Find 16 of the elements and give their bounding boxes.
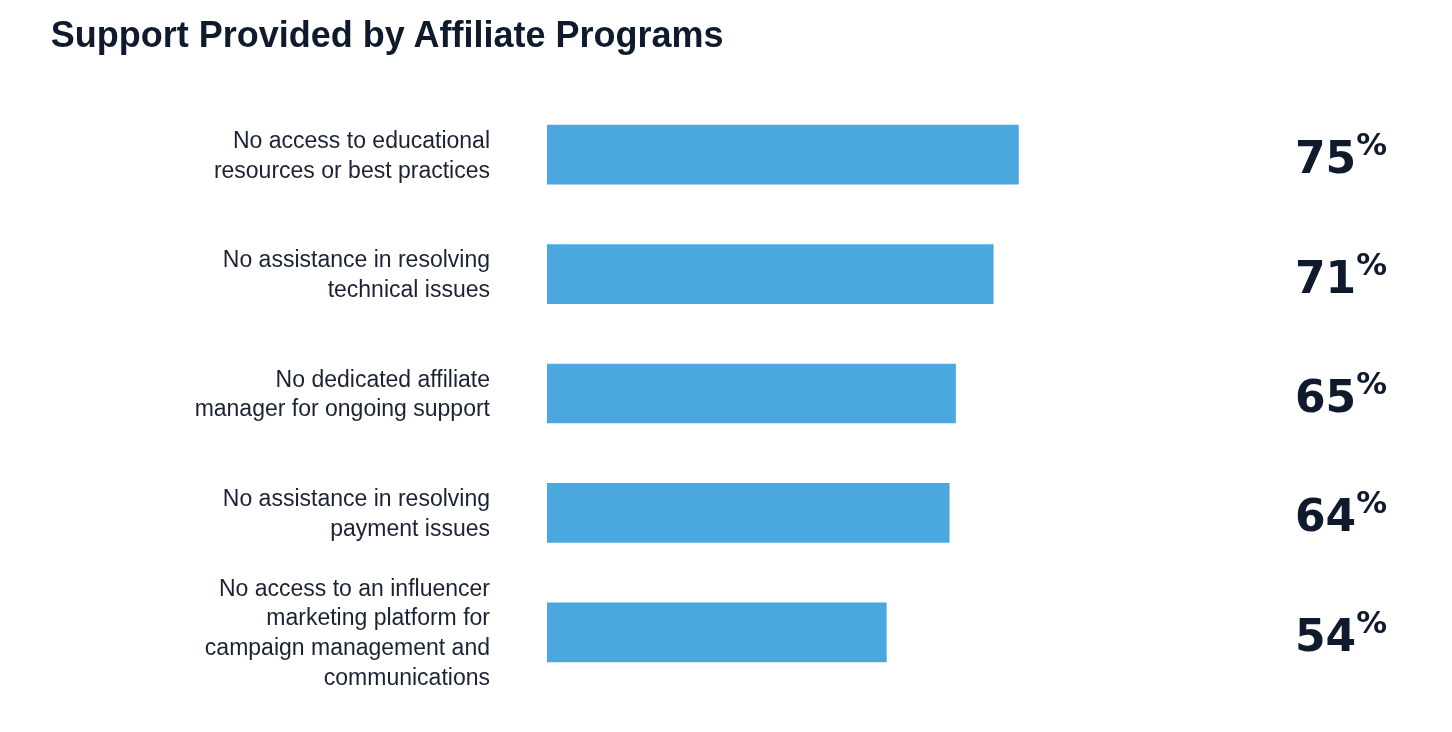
bar	[547, 483, 950, 543]
y-tick-label: No assistance in resolving payment issues	[222, 485, 490, 541]
bar	[547, 602, 887, 663]
y-tick-label: No assistance in resolving technical issues	[222, 246, 490, 303]
data-label: 71$^{%}$	[1295, 246, 1388, 304]
data-label: 65$^{%}$	[1295, 365, 1388, 423]
y-tick-label: No access to an influencer marketing platform for campaign management and communications	[204, 574, 491, 691]
bar	[547, 244, 994, 304]
data-label: 75$^{%}$	[1295, 126, 1388, 184]
y-tick-label: No dedicated affiliate manager for ongoing support	[194, 365, 491, 422]
bar	[547, 363, 956, 424]
bar	[547, 124, 1019, 185]
data-label: 54$^{%}$	[1295, 604, 1388, 662]
y-tick-label: No access to educational resources or best practices	[213, 126, 490, 183]
data-label: 64$^{%}$	[1295, 484, 1388, 542]
chart-title: Support Provided by Affiliate Programs	[50, 14, 724, 56]
